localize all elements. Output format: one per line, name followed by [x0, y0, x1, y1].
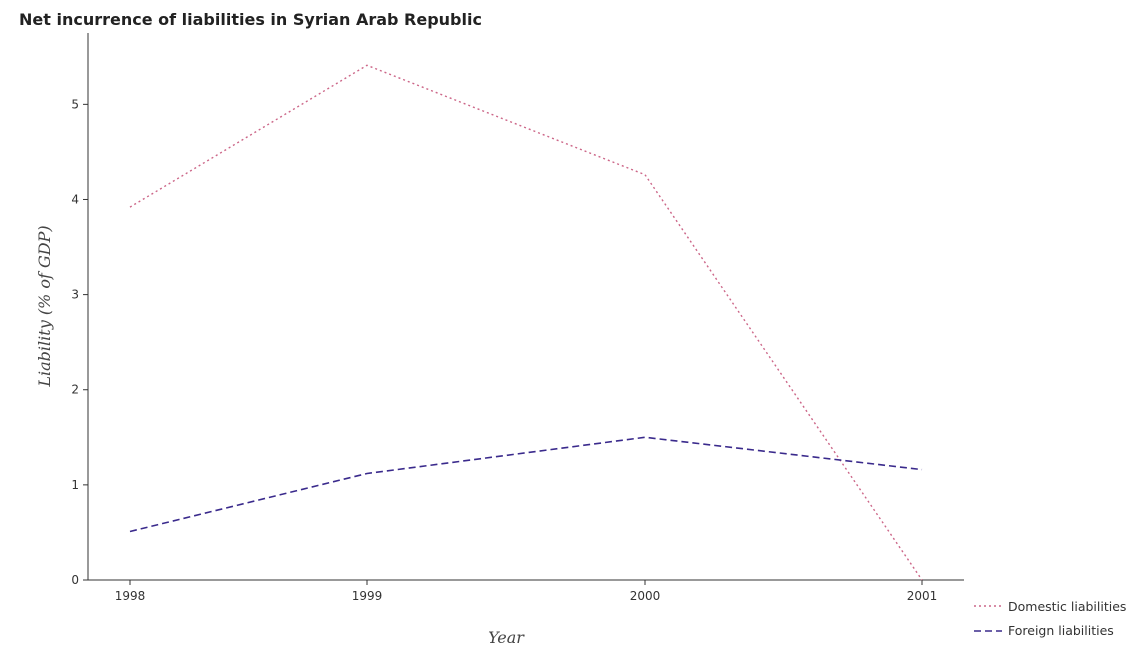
y-tick-label: 5 [71, 97, 79, 111]
y-tick-label: 0 [71, 573, 79, 587]
y-axis-ticks: 0 1 2 3 4 5 [71, 97, 88, 587]
series-line-foreign [129, 436, 923, 533]
x-tick-label: 2000 [630, 589, 661, 603]
y-tick-label: 4 [71, 192, 79, 206]
series-line-domestic [129, 64, 923, 581]
y-axis-label: Liability (% of GDP) [35, 225, 54, 387]
legend: Domestic liabilities Foreign liabilities [974, 599, 1126, 638]
x-axis-label: Year [488, 628, 525, 647]
x-axis-ticks: 1998 1999 2000 2001 [115, 580, 938, 603]
legend-item-foreign: Foreign liabilities [974, 623, 1114, 638]
legend-item-domestic: Domestic liabilities [974, 599, 1126, 614]
y-tick-label: 1 [71, 478, 79, 492]
legend-label-foreign: Foreign liabilities [1008, 623, 1114, 638]
series-lines [129, 64, 923, 581]
y-tick-label: 2 [71, 383, 79, 397]
plot-frame [87, 33, 964, 581]
legend-label-domestic: Domestic liabilities [1008, 599, 1126, 614]
x-tick-label: 2001 [907, 589, 938, 603]
y-tick-label: 3 [71, 288, 79, 302]
x-tick-label: 1999 [352, 589, 383, 603]
chart-title: Net incurrence of liabilities in Syrian … [19, 10, 482, 29]
x-tick-label: 1998 [115, 589, 146, 603]
